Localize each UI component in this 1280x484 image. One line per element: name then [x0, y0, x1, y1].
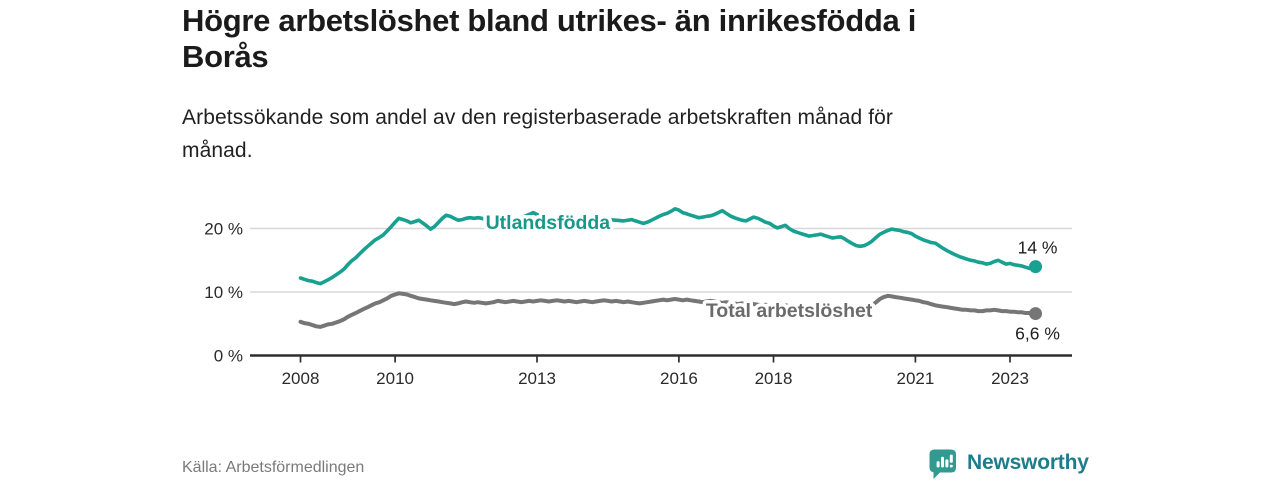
source-note: Källa: Arbetsförmedlingen [182, 459, 365, 476]
series-line-utlandsfodda [298, 207, 1038, 286]
series-line-total [298, 291, 1038, 329]
y-tick-label: 10 % [204, 283, 243, 302]
y-tick-label: 0 % [214, 347, 243, 366]
end-value-label-utlandsfodda: 14 % [1018, 238, 1058, 258]
x-tick-label: 2010 [376, 369, 414, 388]
x-tick-label: 2018 [755, 369, 793, 388]
chart-title: Högre arbetslöshet bland utrikes- än inr… [182, 3, 1122, 75]
x-tick-label: 2013 [518, 369, 556, 388]
end-dot-utlandsfodda [1029, 260, 1043, 274]
end-dot-total [1029, 307, 1043, 321]
series-label-total: Total arbetslöshet [706, 300, 873, 322]
newsworthy-logo-text: Newsworthy [967, 450, 1089, 474]
newsworthy-logo-icon [926, 446, 959, 479]
y-tick-label: 20 % [204, 220, 243, 239]
chart-title-line1: Högre arbetslöshet bland utrikes- än inr… [182, 3, 917, 38]
x-tick-label: 2021 [896, 369, 934, 388]
chart-subtitle-line1: Arbetssökande som andel av den registerb… [182, 106, 894, 129]
x-tick-label: 2016 [660, 369, 698, 388]
x-tick-label: 2008 [282, 369, 320, 388]
series-label-utlandsfodda: Utlandsfödda [486, 212, 611, 234]
x-tick-label: 2023 [991, 369, 1029, 388]
chart-title-line2: Borås [182, 39, 269, 74]
chart-subtitle-line2: månad. [182, 139, 253, 162]
chart-subtitle: Arbetssökande som andel av den registerb… [182, 101, 1122, 167]
end-value-label-total: 6,6 % [1015, 324, 1060, 344]
newsworthy-logo: Newsworthy [926, 446, 1089, 479]
